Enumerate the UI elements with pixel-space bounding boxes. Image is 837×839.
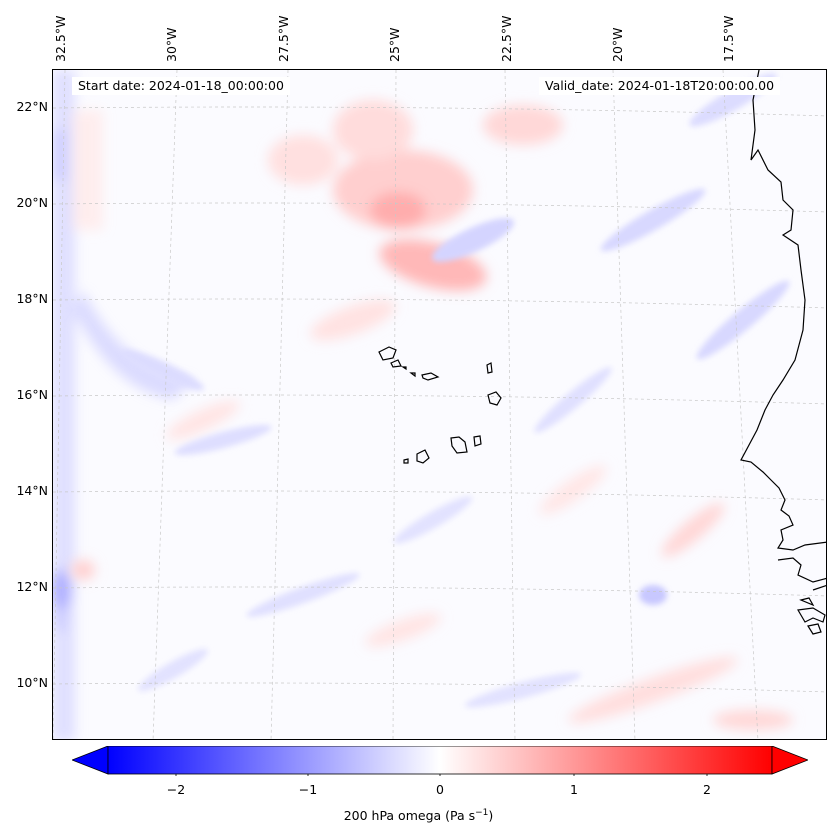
valid-date-label: Valid_date: 2024-01-18T20:00:00.00 — [539, 77, 781, 95]
positive-omega-patches — [71, 100, 793, 730]
colorbar-tick-marks — [175, 774, 708, 776]
lat-label-22n: 22°N — [16, 99, 48, 114]
lat-label-10n: 10°N — [16, 675, 48, 690]
gridlines — [53, 70, 826, 739]
colorbar-label-main: 200 hPa omega (Pa s — [343, 808, 476, 824]
omega-field-map — [53, 70, 826, 739]
map-plot-area — [52, 69, 827, 740]
colorbar-tick-1: 1 — [570, 782, 578, 797]
omega-colorbar — [72, 746, 808, 776]
cape-verde-islands — [378, 346, 502, 464]
colorbar-label-exponent: −1 — [475, 808, 489, 818]
lon-label-20w: 20°W — [610, 27, 625, 62]
lon-label-25w: 25°W — [387, 27, 402, 62]
negative-omega-streaks — [122, 73, 790, 708]
lon-label-27-5w: 27.5°W — [276, 15, 291, 62]
lat-label-16n: 16°N — [16, 387, 48, 402]
africa-coastline — [740, 70, 826, 635]
lon-label-22-5w: 22.5°W — [499, 15, 514, 62]
colorbar-tick-minus1: −1 — [298, 782, 318, 797]
colorbar-label: 200 hPa omega (Pa s−1) — [0, 808, 837, 823]
lat-label-14n: 14°N — [16, 483, 48, 498]
colorbar-tick-minus2: −2 — [166, 782, 186, 797]
colorbar-label-end: ) — [488, 808, 494, 824]
lon-label-17-5w: 17.5°W — [721, 15, 736, 62]
colorbar-tick-2: 2 — [703, 782, 711, 797]
lon-label-32-5w: 32.5°W — [53, 15, 68, 62]
colorbar-tick-0: 0 — [436, 782, 444, 797]
colorbar-extend-max — [771, 746, 808, 775]
colorbar-extend-min — [72, 746, 109, 775]
lon-label-30w: 30°W — [164, 27, 179, 62]
lat-label-12n: 12°N — [16, 579, 48, 594]
lat-label-20n: 20°N — [16, 195, 48, 210]
lat-label-18n: 18°N — [16, 291, 48, 306]
start-date-label: Start date: 2024-01-18_00:00:00 — [72, 77, 290, 95]
colorbar-gradient — [107, 746, 773, 775]
